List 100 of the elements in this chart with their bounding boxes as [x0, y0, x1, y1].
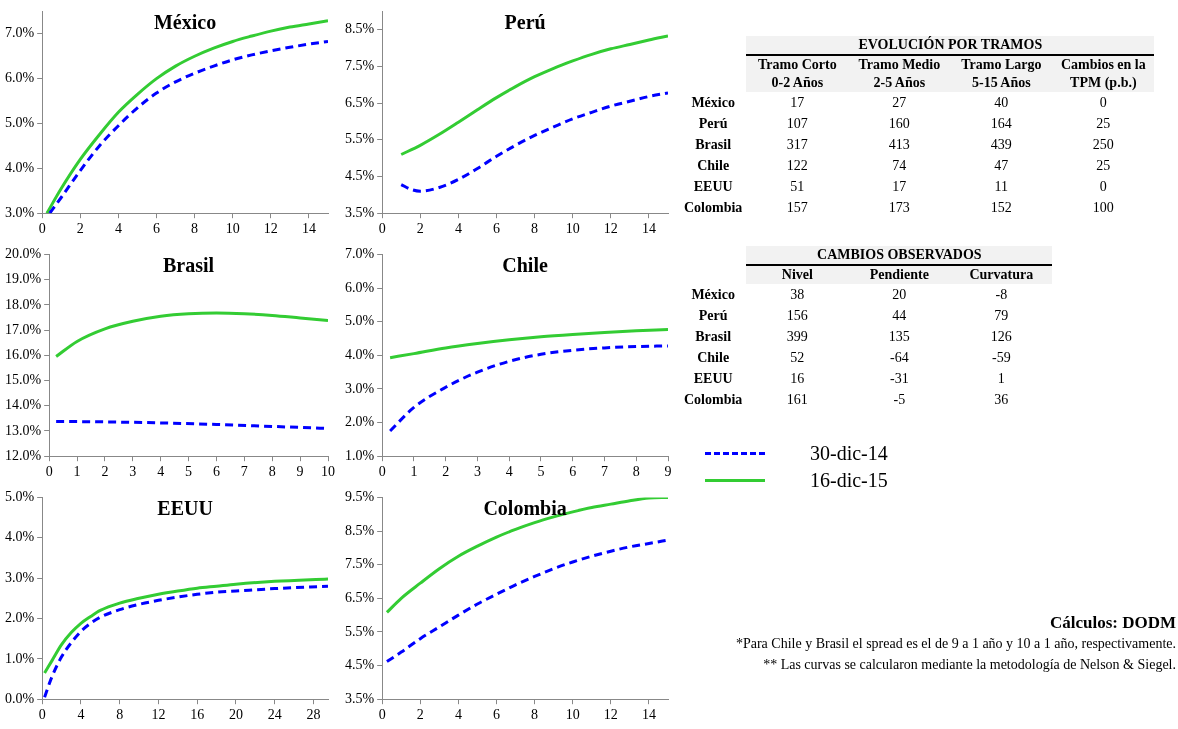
y-tick-label: 4.0% — [344, 346, 375, 362]
y-tick-label: 2.0% — [4, 610, 35, 626]
x-tick-label: 2 — [442, 464, 450, 480]
data-label: 25 — [1095, 157, 1112, 175]
x-tick-label: Pendiente — [848, 265, 951, 284]
data-label: 399 — [785, 328, 809, 346]
y-tick-label: 16.0% — [4, 346, 42, 362]
x-tick-label: 12 — [263, 221, 278, 237]
x-tick-label: 2 — [416, 221, 424, 237]
y-tick-label: Brasil — [694, 136, 733, 154]
y-tick-label: 15.0% — [4, 372, 42, 388]
x-tick-label: 4 — [505, 464, 513, 480]
data-label: 173 — [887, 199, 911, 217]
data-label: -64 — [889, 349, 910, 367]
x-tick-label: 9 — [296, 464, 304, 480]
x-tick-label: 0 — [378, 707, 386, 723]
data-label: -5 — [892, 391, 907, 409]
y-tick-label: 1.0% — [344, 447, 375, 463]
line-series — [388, 327, 668, 360]
x-tick-label: 4 — [157, 464, 165, 480]
chart-title: EVOLUCIÓN POR TRAMOS — [746, 36, 1155, 55]
x-tick-label: 1 — [410, 464, 418, 480]
y-tick-label: Chile — [696, 349, 731, 367]
y-tick-label: México — [690, 286, 736, 304]
x-tick-label: Curvatura — [950, 265, 1053, 284]
x-tick-label: 2 — [101, 464, 109, 480]
data-label: -31 — [889, 370, 910, 388]
x-tick-label: 8 — [268, 464, 276, 480]
x-tick-label: 16 — [190, 707, 205, 723]
y-tick-label: Colombia — [683, 391, 744, 409]
y-tick-label: 6.5% — [344, 94, 375, 110]
data-label: 413 — [887, 136, 911, 154]
x-tick-label: 12 — [151, 707, 166, 723]
data-label: 156 — [785, 307, 809, 325]
text: ** Las curvas se calcularon mediante la metodología de Nelson & Siegel. — [762, 656, 1176, 674]
data-label: 126 — [989, 328, 1013, 346]
data-label: 157 — [785, 199, 809, 217]
x-tick-label: 12 — [603, 707, 618, 723]
y-tick-label: 4.0% — [4, 160, 35, 176]
data-label: 317 — [785, 136, 809, 154]
y-tick-label: 5.0% — [4, 489, 35, 505]
y-tick-label: 8.5% — [344, 522, 375, 538]
y-tick-label: México — [690, 94, 736, 112]
x-tick-label: 3 — [129, 464, 137, 480]
data-label: 47 — [993, 157, 1010, 175]
chart-title: Colombia — [483, 496, 567, 519]
chart-title: Chile — [502, 253, 548, 276]
x-tick-label: 28 — [306, 707, 321, 723]
data-label: 11 — [993, 178, 1010, 196]
data-label: 51 — [789, 178, 806, 196]
data-label: 0 — [1098, 178, 1108, 196]
x-tick-label: Tramo Corto 0-2 Años — [746, 55, 849, 92]
y-tick-label: 8.5% — [344, 21, 375, 37]
y-tick-label: 1.0% — [4, 650, 35, 666]
data-label: 17 — [891, 178, 908, 196]
chart-title: Brasil — [163, 253, 215, 276]
x-tick-label: 6 — [493, 707, 500, 723]
data-label: 25 — [1095, 115, 1112, 133]
y-tick-label: 20.0% — [4, 246, 42, 262]
x-tick-label: 0 — [378, 464, 386, 480]
y-tick-label: 2.0% — [344, 414, 375, 430]
y-tick-label: 5.0% — [344, 313, 375, 329]
line-series — [54, 311, 328, 359]
data-label: 20 — [891, 286, 908, 304]
data-label: 152 — [989, 199, 1013, 217]
y-tick-label: 6.0% — [4, 70, 35, 86]
x-tick-label: 1 — [73, 464, 81, 480]
x-tick-label: 20 — [228, 707, 243, 723]
x-tick-label: 5 — [537, 464, 545, 480]
text: *Para Chile y Brasil el spread es el de 9 a 1 año y 10 a 1 año, respectivamente. — [734, 635, 1176, 653]
x-tick-label: 2 — [416, 707, 424, 723]
x-tick-label: Tramo Medio 2-5 Años — [848, 55, 951, 92]
x-tick-label: 0 — [38, 707, 46, 723]
x-tick-label: 6 — [212, 464, 220, 480]
y-tick-label: 3.5% — [344, 204, 375, 220]
x-tick-label: 10 — [321, 464, 335, 480]
y-tick-label: EEUU — [692, 370, 734, 388]
y-tick-label: 3.0% — [4, 569, 35, 585]
x-tick-label: 4 — [114, 221, 122, 237]
line-series — [43, 577, 328, 675]
data-label: 44 — [891, 307, 908, 325]
y-tick-label: 4.5% — [344, 657, 375, 673]
y-tick-label: 5.5% — [344, 131, 375, 147]
x-tick-label: 4 — [77, 707, 85, 723]
y-tick-label: 6.0% — [344, 279, 375, 295]
x-tick-label: 2 — [76, 221, 84, 237]
y-tick-label: Brasil — [694, 328, 733, 346]
y-tick-label: 4.5% — [344, 168, 375, 184]
x-tick-label: 0 — [38, 221, 46, 237]
y-tick-label: 3.0% — [4, 204, 35, 220]
y-tick-label: Chile — [696, 157, 731, 175]
data-label: 160 — [887, 115, 911, 133]
chart-title: Perú — [504, 10, 546, 33]
x-tick-label: 14 — [641, 707, 656, 723]
line-series — [399, 34, 668, 156]
chart-title: México — [153, 10, 217, 33]
y-tick-label: 7.5% — [344, 58, 375, 74]
y-tick-label: 14.0% — [4, 397, 42, 413]
line-series — [385, 497, 668, 614]
data-label: 161 — [785, 391, 809, 409]
